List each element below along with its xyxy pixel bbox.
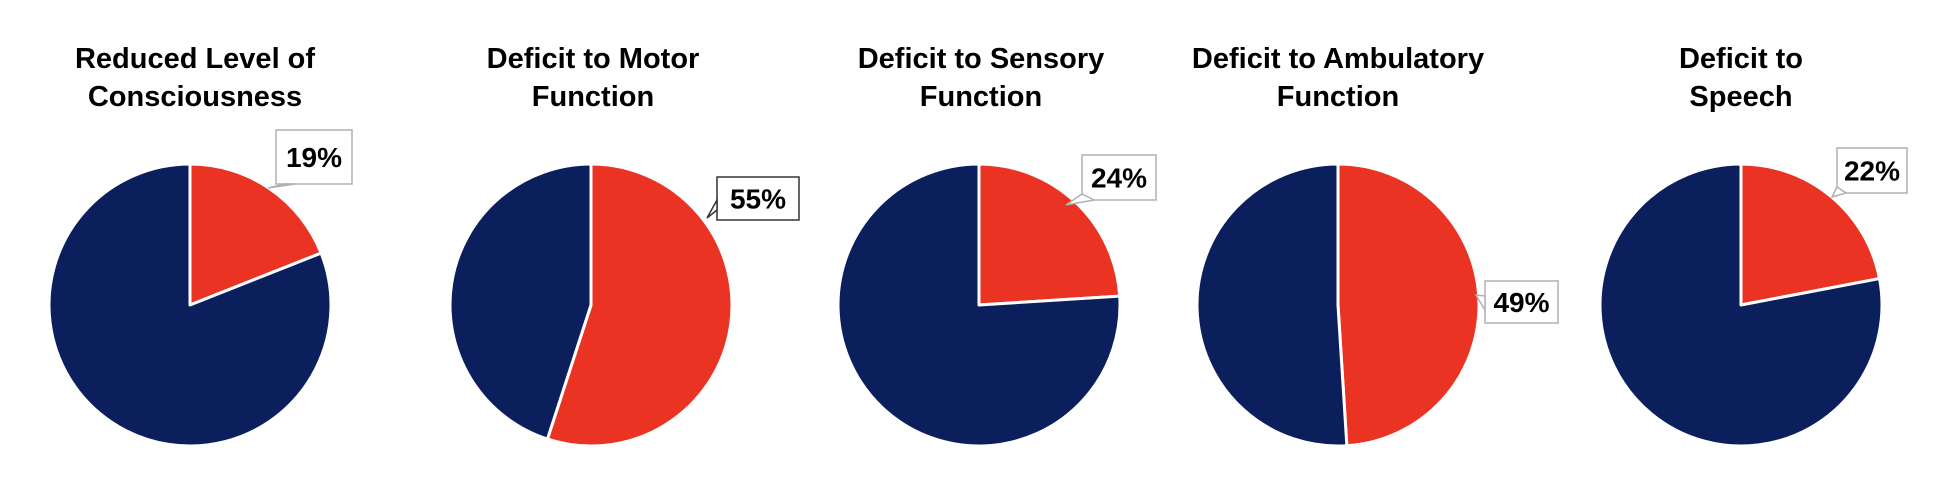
pie-chart: 19% <box>47 129 353 448</box>
data-label: 55% <box>730 184 786 215</box>
pie-slice-remainder <box>1598 162 1884 448</box>
data-label-callout: 19% <box>267 129 353 189</box>
data-label-pointer <box>1065 193 1097 206</box>
chart-title-line-2: Function <box>1276 81 1400 113</box>
chart-title-line-2: Function <box>531 81 655 113</box>
pie-chart: 22% <box>1598 147 1908 448</box>
data-label-box <box>716 176 800 221</box>
chart-title-line-2: Function <box>919 81 1043 113</box>
chart-title-line-1: Deficit to Sensory <box>857 43 1105 75</box>
chart-title: Reduced Level of Consciousness <box>0 40 390 116</box>
data-label-pointer <box>1474 294 1486 313</box>
data-label-callout: 24% <box>1065 154 1157 206</box>
data-label-callout: 49% <box>1474 280 1559 324</box>
data-label: 24% <box>1091 163 1147 194</box>
data-label-callout: 22% <box>1830 147 1908 199</box>
chart-title-line-2: Consciousness <box>87 81 303 113</box>
pie-panel-speech: Deficit to Speech 22% <box>1546 0 1936 500</box>
chart-title: Deficit to Speech <box>1546 40 1936 116</box>
chart-title-line-1: Reduced Level of <box>74 43 316 75</box>
data-label-box <box>275 129 353 185</box>
data-label: 49% <box>1493 287 1549 318</box>
pie-panel-ambulatory: Deficit to Ambulatory Function 49% <box>1143 0 1559 500</box>
pie-panel-consciousness: Reduced Level of Consciousness 19% <box>0 0 390 500</box>
data-label-pointer <box>706 197 718 219</box>
chart-title: Deficit to Sensory Function <box>786 40 1176 116</box>
chart-title-line-2: Speech <box>1689 81 1793 113</box>
pie-slice-highlight <box>545 162 734 448</box>
chart-title-line-1: Deficit to <box>1678 43 1804 75</box>
chart-title: Deficit to Motor Function <box>398 40 788 116</box>
pie-slice-remainder <box>448 162 593 441</box>
data-label-pointer <box>1830 185 1848 199</box>
pie-slice-highlight <box>1336 162 1481 448</box>
pie-chart: 55% <box>448 162 800 448</box>
data-label-pointer <box>267 183 296 189</box>
data-label: 19% <box>286 142 342 173</box>
data-label-box <box>1836 147 1908 194</box>
pie-slice-highlight <box>1739 162 1882 307</box>
chart-title: Deficit to Ambulatory Function <box>1143 40 1533 116</box>
data-label-box <box>1081 154 1157 201</box>
pie-slice-remainder <box>836 162 1122 448</box>
chart-title-line-1: Deficit to Ambulatory <box>1191 43 1485 75</box>
data-label-callout: 55% <box>706 176 800 221</box>
pie-panel-sensory: Deficit to Sensory Function 24% <box>786 0 1176 500</box>
pie-slice-remainder <box>1195 162 1349 448</box>
pie-chart: 49% <box>1195 162 1559 448</box>
pie-chart: 24% <box>836 154 1157 448</box>
pie-slice-remainder <box>47 162 333 448</box>
data-label: 22% <box>1844 156 1900 187</box>
pie-panel-motor: Deficit to Motor Function 55% <box>398 0 800 500</box>
chart-title-line-1: Deficit to Motor <box>486 43 700 75</box>
